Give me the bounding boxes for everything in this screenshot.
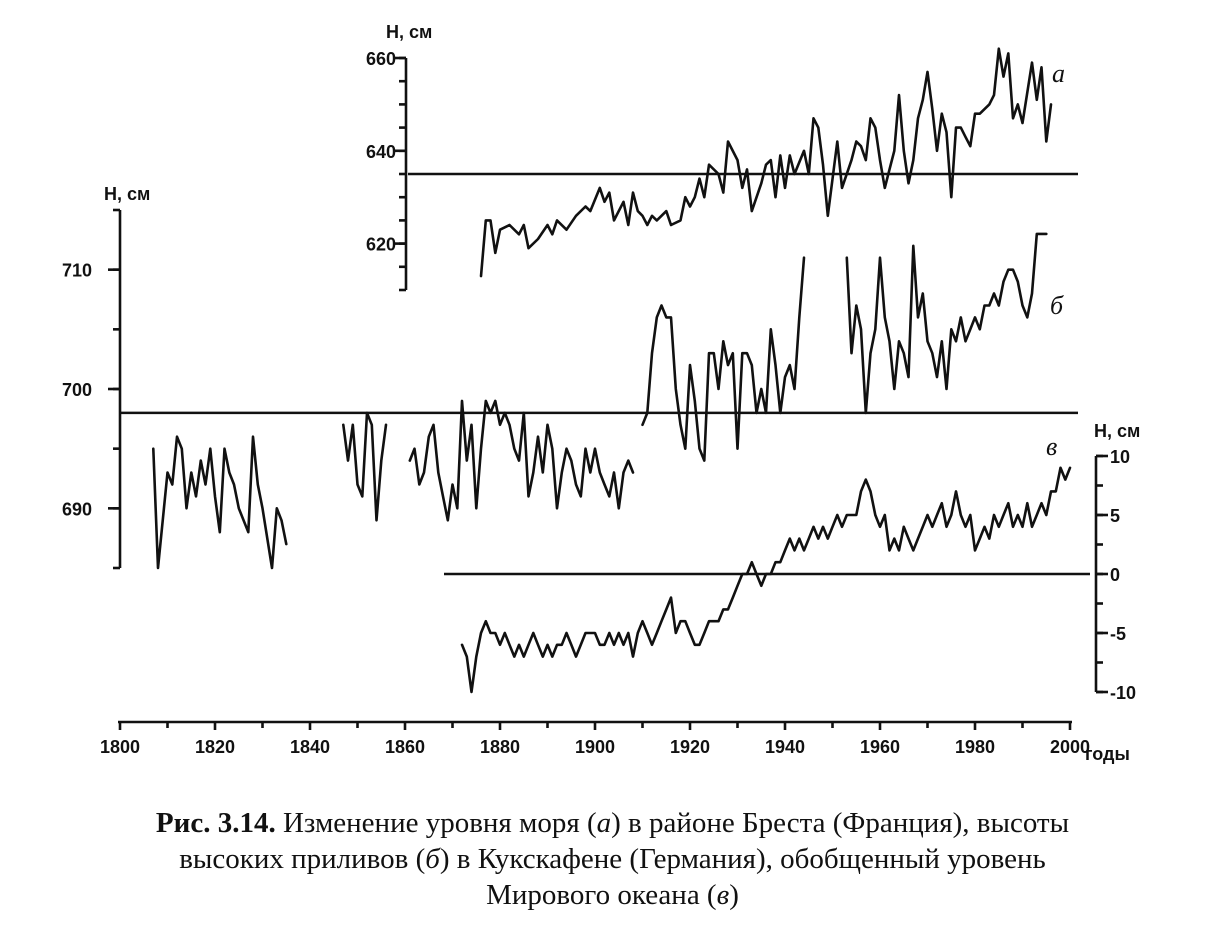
panel-a: 620 640 660 Н, см а <box>366 22 1065 292</box>
panel-c-letter: в <box>1046 432 1057 461</box>
x-tick-label: 1860 <box>385 737 425 757</box>
caption-text-5: Мирового океана ( <box>486 879 717 911</box>
panel-a-y-unit-label: Н, см <box>386 22 432 42</box>
panel-a-y-tick-label: 640 <box>366 142 396 162</box>
caption-text-1: Изменение уровня моря ( <box>275 807 597 839</box>
caption-letter-a: а <box>596 807 612 839</box>
caption-line-2: высоких приливов (б) в Кукскафене (Герма… <box>0 841 1225 877</box>
caption-text-2: ) в районе Бреста (Франция), высоты <box>611 807 1070 839</box>
caption-text-3: высоких приливов ( <box>179 843 426 875</box>
panel-a-letter: а <box>1052 59 1065 88</box>
panel-b-y-tick-label: 710 <box>62 261 92 281</box>
x-axis-unit-label: годы <box>1085 744 1130 764</box>
x-tick-labels: 1800 1820 1840 1860 1880 1900 1920 1940 1960 1980… <box>100 737 1090 757</box>
panel-c-series-line <box>460 466 1072 694</box>
x-tick-label: 2000 <box>1050 737 1090 757</box>
panel-a-y-tick-label: 620 <box>366 235 396 255</box>
panel-b-series-line <box>152 435 288 570</box>
x-tick-label: 1840 <box>290 737 330 757</box>
panel-a-series-line <box>479 47 1053 278</box>
x-ticks <box>118 722 1072 730</box>
x-tick-label: 1900 <box>575 737 615 757</box>
panel-b-series-line <box>408 399 635 522</box>
x-tick-label: 1800 <box>100 737 140 757</box>
caption-figure-number: Рис. 3.14. <box>155 807 276 839</box>
x-tick-label: 1940 <box>765 737 805 757</box>
panel-c: 10 5 0 -5 -10 Н, см в <box>1046 421 1140 703</box>
figure-caption: Рис. 3.14. Изменение уровня моря (а) в р… <box>0 805 1225 913</box>
series-lines <box>152 47 1072 694</box>
x-tick-label: 1880 <box>480 737 520 757</box>
caption-letter-b: б <box>425 843 440 875</box>
panel-b-y-tick-label: 690 <box>62 499 92 519</box>
x-tick-label: 1980 <box>955 737 995 757</box>
caption-letter-c: в <box>716 879 730 911</box>
panel-b-series-line <box>845 232 1048 415</box>
x-tick-label: 1820 <box>195 737 235 757</box>
panel-a-y-ticks: 620 640 660 <box>366 49 406 292</box>
panel-b-series-line <box>641 256 806 462</box>
caption-text-4: ) в Кукскафене (Германия), обобщенный ур… <box>439 843 1046 875</box>
panel-c-y-tick-label: -5 <box>1110 624 1126 644</box>
panel-b-letter: б <box>1050 291 1064 320</box>
panel-c-y-unit-label: Н, см <box>1094 421 1140 441</box>
x-tick-label: 1920 <box>670 737 710 757</box>
caption-text-6: ) <box>729 879 739 911</box>
panel-c-y-tick-label: -10 <box>1110 683 1136 703</box>
x-tick-label: 1960 <box>860 737 900 757</box>
panel-b-y-ticks: 690 700 710 <box>62 208 120 570</box>
panel-c-y-tick-label: 10 <box>1110 447 1130 467</box>
panel-b-series-line <box>341 411 388 522</box>
caption-line-3: Мирового океана (в) <box>0 877 1225 913</box>
panel-b: 690 700 710 Н, см б <box>62 184 1064 570</box>
panel-a-y-tick-label: 660 <box>366 49 396 69</box>
panel-c-y-tick-label: 5 <box>1110 506 1120 526</box>
caption-line-1: Рис. 3.14. Изменение уровня моря (а) в р… <box>0 805 1225 841</box>
x-axis: 1800 1820 1840 1860 1880 1900 1920 1940 1960 1980… <box>100 720 1130 764</box>
panel-b-y-unit-label: Н, см <box>104 184 150 204</box>
panel-b-y-tick-label: 700 <box>62 380 92 400</box>
panel-c-y-ticks: 10 5 0 -5 -10 <box>1096 447 1136 703</box>
sea-level-figure: 1800 1820 1840 1860 1880 1900 1920 1940 1960 1980… <box>62 22 1140 764</box>
panel-c-y-tick-label: 0 <box>1110 565 1120 585</box>
